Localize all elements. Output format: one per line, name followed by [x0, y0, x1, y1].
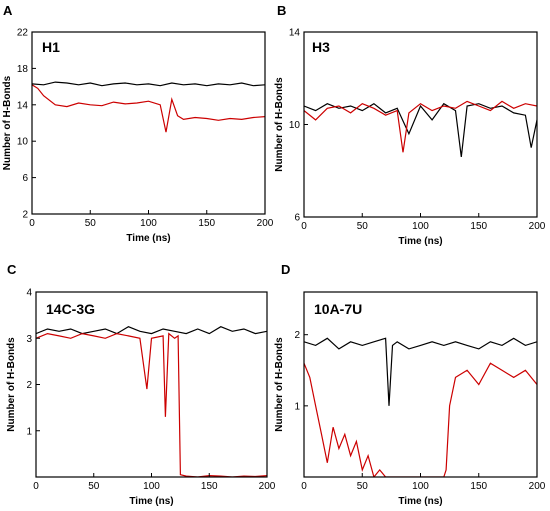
series-line-black [304, 102, 537, 157]
x-axis-label: Time (ns) [129, 496, 173, 507]
y-tick-label: 2 [26, 380, 32, 391]
panel-b: 0 50 100 150 200 6 10 14 Time (ns) Number of H-Bo… [274, 3, 546, 247]
x-tick-label: 100 [412, 481, 429, 492]
y-tick-label: 4 [26, 288, 32, 299]
x-tick-label: 200 [259, 481, 276, 492]
series-line-red [304, 362, 537, 477]
x-tick-label: 100 [140, 218, 157, 229]
x-tick-label: 150 [198, 218, 215, 229]
y-tick-label: 2 [22, 210, 28, 221]
y-tick-label: 14 [289, 28, 301, 39]
series-line-red [36, 332, 267, 477]
y-tick-label: 1 [26, 426, 32, 437]
panel-label: A [3, 3, 13, 18]
x-tick-label: 50 [357, 481, 369, 492]
y-axis-label: Number of H-Bonds [274, 77, 285, 172]
x-axis-label: Time (ns) [126, 233, 170, 244]
x-tick-label: 0 [29, 218, 35, 229]
series-line-black [36, 326, 267, 335]
y-axis-label: Number of H-Bonds [6, 337, 17, 432]
x-tick-label: 0 [301, 221, 307, 232]
y-tick-label: 2 [294, 330, 300, 341]
x-tick-label: 50 [357, 221, 369, 232]
x-tick-label: 200 [257, 218, 274, 229]
y-tick-label: 10 [289, 120, 301, 131]
x-tick-label: 50 [88, 481, 100, 492]
panel-a: 0 50 100 150 200 2 6 10 14 18 22 Time (ns) Number of… [2, 3, 274, 244]
x-tick-label: 200 [529, 481, 546, 492]
panel-title: H1 [42, 39, 60, 55]
series-line-black [304, 337, 537, 406]
plot-frame [35, 291, 268, 478]
x-tick-label: 150 [470, 481, 487, 492]
y-axis-label: Number of H-Bonds [2, 75, 13, 170]
series-line-black [32, 81, 265, 87]
y-tick-label: 6 [22, 173, 28, 184]
plot-frame [31, 31, 266, 215]
x-tick-label: 50 [85, 218, 97, 229]
x-axis-label: Time (ns) [398, 236, 442, 247]
x-tick-label: 100 [143, 481, 160, 492]
x-tick-label: 0 [301, 481, 307, 492]
y-tick-label: 6 [294, 213, 300, 224]
y-tick-label: 3 [26, 334, 32, 345]
x-tick-label: 150 [201, 481, 218, 492]
y-tick-label: 18 [17, 64, 29, 75]
x-axis-label: Time (ns) [398, 496, 442, 507]
series-line-red [32, 84, 265, 133]
panel-title: H3 [312, 39, 330, 55]
y-tick-label: 10 [17, 137, 29, 148]
series-line-red [304, 100, 537, 153]
panel-c: 0 50 100 150 200 1 2 3 4 Time (ns) Number of H-Bon… [6, 262, 276, 507]
y-axis-label: Number of H-Bonds [274, 337, 285, 432]
y-tick-label: 1 [294, 401, 300, 412]
x-tick-label: 150 [470, 221, 487, 232]
panel-label: B [277, 3, 286, 18]
x-tick-label: 0 [33, 481, 39, 492]
x-tick-label: 200 [529, 221, 546, 232]
panel-label: C [7, 262, 17, 277]
panel-d: 0 50 100 150 200 1 2 Time (ns) Number of H-Bonds… [274, 262, 546, 507]
plot-frame [303, 31, 538, 218]
x-tick-label: 100 [412, 221, 429, 232]
panel-title: 14C-3G [46, 301, 95, 317]
y-tick-label: 14 [17, 100, 29, 111]
panel-label: D [281, 262, 290, 277]
panel-title: 10A-7U [314, 301, 362, 317]
y-tick-label: 22 [17, 28, 29, 39]
